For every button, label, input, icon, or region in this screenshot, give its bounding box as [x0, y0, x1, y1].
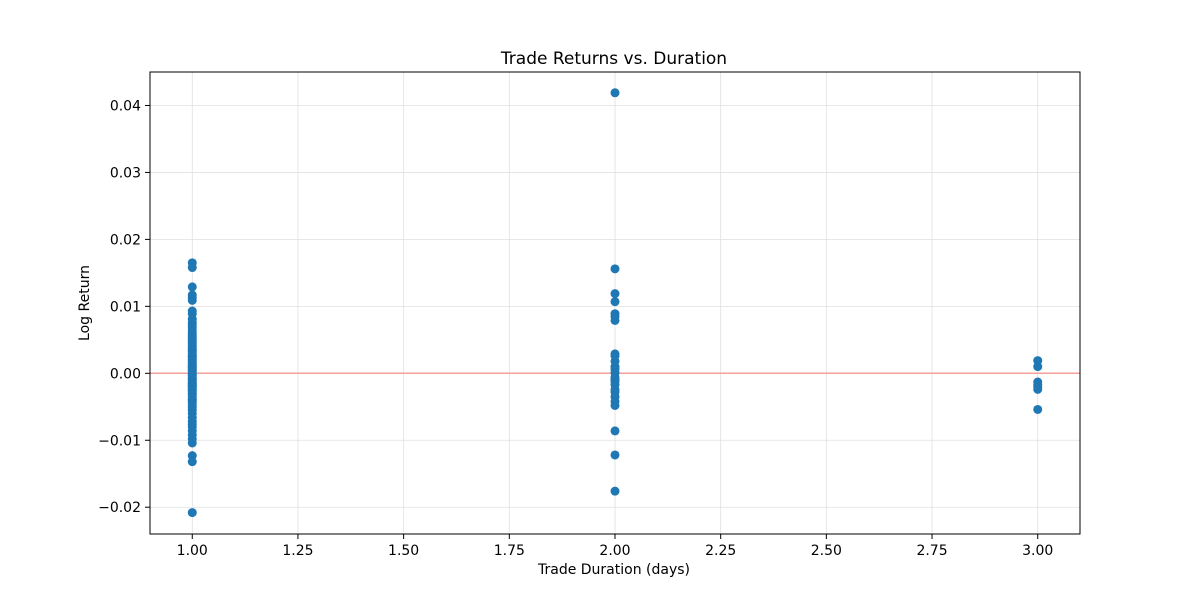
data-point — [610, 289, 620, 299]
data-point — [187, 438, 197, 448]
data-point — [610, 426, 620, 436]
y-tick-label: 0.01 — [110, 299, 141, 315]
x-tick-label: 1.25 — [282, 543, 313, 559]
x-tick-label: 2.50 — [811, 543, 842, 559]
y-axis-label: Log Return — [77, 265, 93, 341]
data-point — [187, 388, 197, 398]
data-point — [610, 486, 620, 496]
data-points — [187, 88, 1043, 518]
data-point — [187, 282, 197, 292]
data-point — [610, 400, 620, 410]
data-point — [610, 297, 620, 307]
x-tick-label: 3.00 — [1022, 543, 1053, 559]
x-tick-label: 1.00 — [177, 543, 208, 559]
x-tick-label: 1.75 — [494, 543, 525, 559]
data-point — [187, 508, 197, 518]
y-tick-label: −0.01 — [98, 433, 141, 449]
data-point — [187, 345, 197, 355]
data-point — [610, 315, 620, 325]
y-tick-label: 0.02 — [110, 232, 141, 248]
data-point — [610, 88, 620, 98]
data-point — [187, 457, 197, 467]
data-point — [187, 363, 197, 373]
data-point — [1033, 362, 1043, 372]
y-axis-ticks: −0.02 −0.01 0.00 0.01 0.02 0.03 0.04 — [98, 98, 150, 516]
x-tick-label: 1.50 — [388, 543, 419, 559]
x-tick-label: 2.25 — [705, 543, 736, 559]
x-axis-label: Trade Duration (days) — [537, 562, 690, 578]
data-point — [187, 380, 197, 390]
data-point — [187, 395, 197, 405]
data-point — [187, 263, 197, 273]
x-axis-ticks: 1.00 1.25 1.50 1.75 2.00 2.25 2.50 2.75 3.00 — [177, 534, 1053, 559]
data-point — [610, 264, 620, 274]
y-tick-label: 0.00 — [110, 366, 141, 382]
data-point — [1033, 404, 1043, 414]
y-tick-label: 0.04 — [110, 98, 141, 114]
y-tick-label: −0.02 — [98, 500, 141, 516]
x-tick-label: 2.00 — [599, 543, 630, 559]
y-tick-label: 0.03 — [110, 165, 141, 181]
data-point — [610, 450, 620, 460]
data-point — [187, 295, 197, 305]
chart-title: Trade Returns vs. Duration — [500, 49, 727, 69]
data-point — [187, 352, 197, 362]
data-point — [1033, 384, 1043, 394]
x-tick-label: 2.75 — [916, 543, 947, 559]
